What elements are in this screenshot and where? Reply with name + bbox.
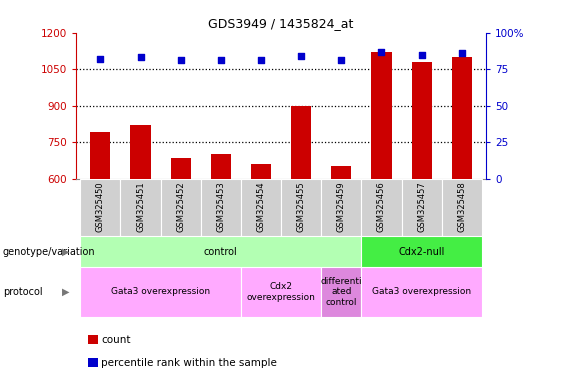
Bar [362, 236, 482, 267]
Text: count: count [101, 335, 131, 345]
Bar [131, 125, 150, 179]
Bar [90, 132, 110, 179]
Text: GSM325456: GSM325456 [377, 182, 386, 232]
Text: ▶: ▶ [62, 287, 69, 297]
Bar [211, 154, 231, 179]
Bar [452, 57, 472, 179]
Text: control: control [204, 247, 238, 257]
Text: differenti
ated
control: differenti ated control [320, 277, 362, 307]
Bar [362, 267, 482, 317]
Text: GSM325455: GSM325455 [297, 182, 306, 232]
Text: GSM325458: GSM325458 [457, 182, 466, 232]
Text: ▶: ▶ [62, 247, 69, 257]
Text: Gata3 overexpression: Gata3 overexpression [372, 287, 471, 296]
Bar [160, 179, 201, 236]
Bar [371, 52, 392, 179]
Point [216, 57, 225, 63]
Point [457, 50, 466, 56]
Text: genotype/variation: genotype/variation [3, 247, 95, 257]
Text: GSM325454: GSM325454 [257, 182, 266, 232]
Bar [331, 166, 351, 179]
Bar [362, 179, 402, 236]
Bar [241, 179, 281, 236]
Text: Gata3 overexpression: Gata3 overexpression [111, 287, 210, 296]
Bar [80, 267, 241, 317]
Bar [171, 158, 191, 179]
Text: GSM325451: GSM325451 [136, 182, 145, 232]
Bar [120, 179, 160, 236]
Text: Cdx2
overexpression: Cdx2 overexpression [247, 282, 315, 301]
Title: GDS3949 / 1435824_at: GDS3949 / 1435824_at [208, 17, 354, 30]
Point [337, 57, 346, 63]
Bar [412, 62, 432, 179]
Text: GSM325457: GSM325457 [417, 182, 426, 232]
Bar [321, 179, 362, 236]
Text: GSM325453: GSM325453 [216, 182, 225, 232]
Bar [80, 236, 362, 267]
Text: protocol: protocol [3, 287, 42, 297]
Bar [442, 179, 482, 236]
Bar [321, 267, 362, 317]
Point [136, 55, 145, 61]
Text: GSM325450: GSM325450 [96, 182, 105, 232]
Text: GSM325452: GSM325452 [176, 182, 185, 232]
Point [176, 57, 185, 63]
Point [257, 57, 266, 63]
Bar [241, 267, 321, 317]
Bar [281, 179, 321, 236]
Bar [251, 164, 271, 179]
Text: Cdx2-null: Cdx2-null [398, 247, 445, 257]
Point [297, 53, 306, 59]
Bar [291, 106, 311, 179]
Text: percentile rank within the sample: percentile rank within the sample [101, 358, 277, 368]
Bar [201, 179, 241, 236]
Point [96, 56, 105, 62]
Point [377, 48, 386, 55]
Point [417, 51, 426, 58]
Bar [402, 179, 442, 236]
Text: GSM325459: GSM325459 [337, 182, 346, 232]
Bar [80, 179, 120, 236]
